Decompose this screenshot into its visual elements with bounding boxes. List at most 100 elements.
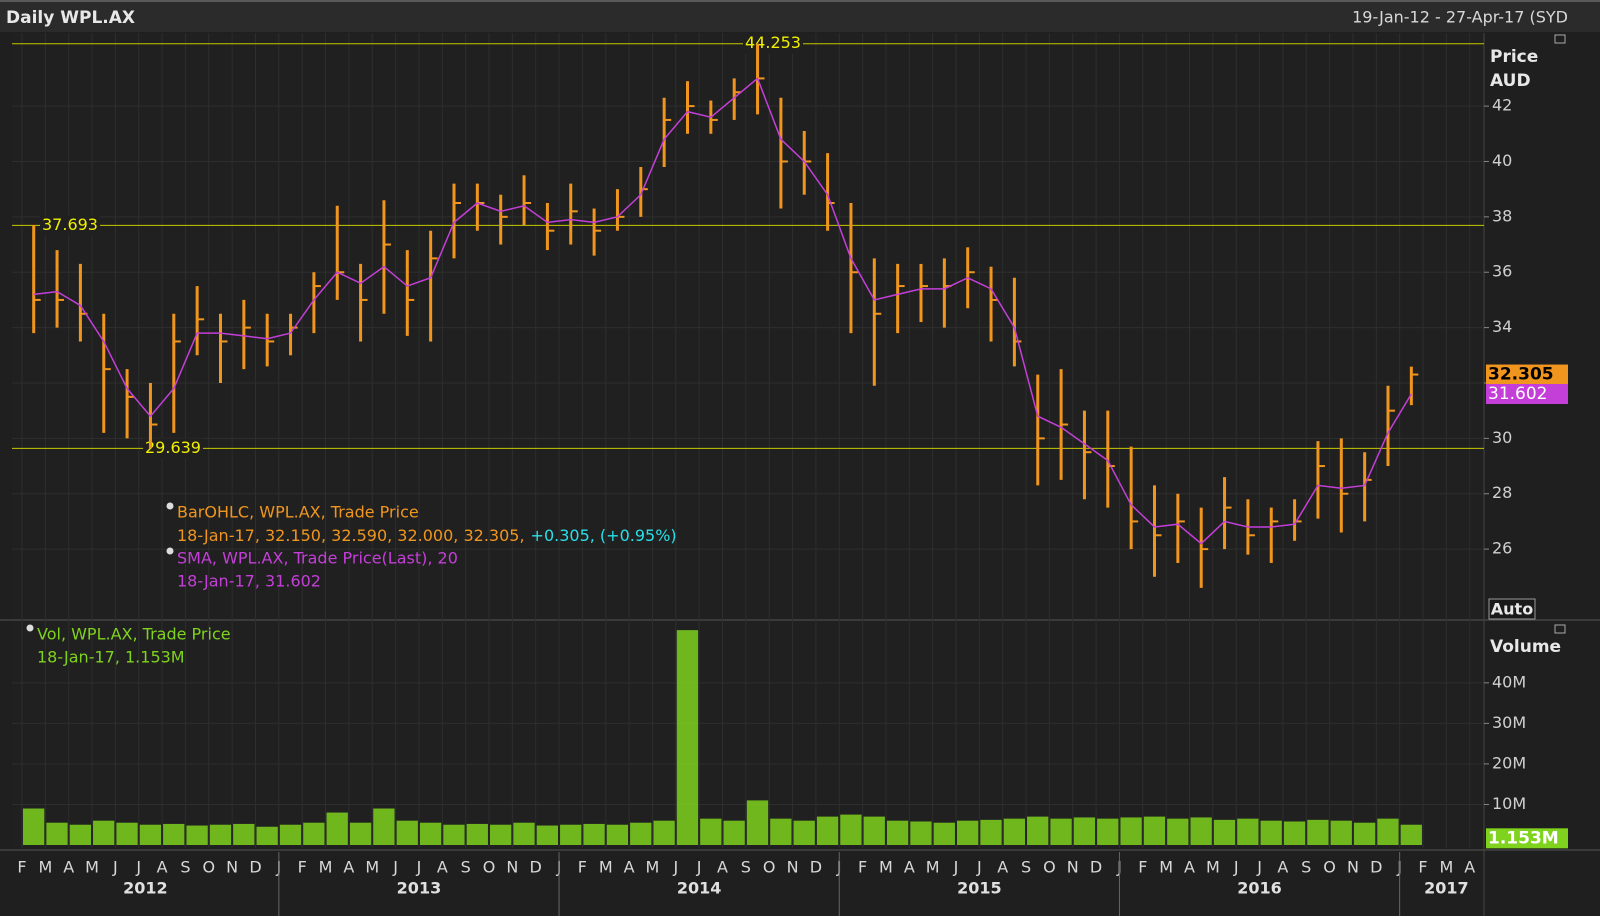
- last-value-box: [1486, 384, 1568, 405]
- x-tick-label: S: [461, 858, 471, 877]
- last-value-box: [1486, 364, 1568, 385]
- x-tick-label: A: [997, 858, 1008, 877]
- readout-values: 18-Jan-17, 32.150, 32.590, 32.000, 32.30…: [177, 526, 677, 545]
- volume-bar: [209, 824, 232, 845]
- x-tick-label: M: [646, 858, 660, 877]
- volume-bar: [1143, 816, 1166, 845]
- volume-bar: [1120, 817, 1142, 845]
- volume-bar: [1237, 818, 1259, 845]
- y-tick-label: 40: [1492, 151, 1512, 170]
- x-tick-label: J: [112, 858, 118, 877]
- readout-ohlc: 18-Jan-17, 32.150, 32.590, 32.000, 32.30…: [177, 526, 525, 545]
- volume-bar: [1213, 819, 1236, 845]
- x-tick-label: A: [63, 858, 74, 877]
- plot-area: [12, 33, 1484, 848]
- x-tick-label: A: [717, 858, 728, 877]
- year-label: 2016: [1237, 879, 1282, 898]
- volume-bar: [139, 824, 162, 845]
- x-tick-label: S: [180, 858, 190, 877]
- auto-button-label[interactable]: Auto: [1491, 600, 1533, 619]
- volume-bar: [1190, 817, 1212, 845]
- volume-bar: [980, 819, 1002, 845]
- x-tick-label: J: [135, 858, 141, 877]
- x-tick-label: N: [1067, 858, 1079, 877]
- x-tick-label: M: [1159, 858, 1173, 877]
- volume-bar: [1260, 820, 1282, 845]
- x-tick-label: J: [696, 858, 702, 877]
- x-tick-label: N: [1347, 858, 1359, 877]
- readout-dot: [166, 502, 174, 510]
- last-value-label: 31.602: [1488, 384, 1547, 404]
- level-label-bg: [40, 215, 100, 236]
- volume-bar: [700, 818, 722, 845]
- volume-bar: [1353, 822, 1376, 845]
- readout-dot: [26, 624, 34, 632]
- volume-bar: [279, 824, 302, 845]
- volume-bar: [186, 825, 208, 845]
- volume-bar: [1377, 818, 1399, 845]
- panel-toggle[interactable]: [1554, 624, 1566, 634]
- readout-values: 18-Jan-17, 1.153M: [37, 648, 185, 667]
- volume-bar: [233, 823, 255, 845]
- volume-bar: [303, 822, 325, 845]
- year-label: 2017: [1424, 879, 1469, 898]
- x-tick-label: J: [1233, 858, 1239, 877]
- x-tick-label: J: [1256, 858, 1262, 877]
- volume-bar: [560, 824, 582, 845]
- year-label: 2012: [123, 879, 168, 898]
- x-tick-label: J: [416, 858, 422, 877]
- volume-bar: [1283, 821, 1306, 845]
- readout-change: +0.305, (+0.95%): [531, 526, 677, 545]
- readout-title: SMA, WPL.AX, Trade Price(Last), 20: [177, 549, 458, 568]
- volume-bar: [349, 822, 372, 845]
- volume-bar: [886, 820, 909, 845]
- x-tick-label: D: [810, 858, 822, 877]
- volume-bar: [583, 823, 605, 845]
- y-tick-label: 42: [1492, 96, 1512, 115]
- x-tick-label: D: [1090, 858, 1102, 877]
- y-tick-label: 26: [1492, 539, 1512, 558]
- x-tick-label: M: [319, 858, 333, 877]
- x-tick-label: A: [437, 858, 448, 877]
- volume-bar: [933, 822, 955, 845]
- x-tick-label: F: [1138, 858, 1147, 877]
- x-tick-label: F: [578, 858, 587, 877]
- x-tick-label: O: [1043, 858, 1056, 877]
- year-label: 2014: [677, 879, 722, 898]
- volume-bar: [46, 822, 68, 845]
- auto-button[interactable]: [1488, 598, 1536, 620]
- x-tick-label: D: [249, 858, 261, 877]
- volume-bar: [1097, 818, 1119, 845]
- volume-bar: [69, 824, 91, 845]
- volume-bar: [490, 824, 512, 845]
- y-tick-label: 38: [1492, 206, 1512, 225]
- volume-bar: [163, 823, 185, 845]
- y-tick-label: 10M: [1492, 794, 1526, 813]
- volume-bar: [653, 820, 675, 845]
- volume-bar: [957, 820, 979, 845]
- year-label: 2015: [957, 879, 1002, 898]
- x-tick-label: M: [38, 858, 52, 877]
- axis-title: Volume: [1490, 637, 1561, 657]
- volume-bar: [1050, 818, 1072, 845]
- volume-bar: [770, 818, 792, 845]
- volume-bar: [1027, 816, 1049, 845]
- volume-bar: [840, 814, 862, 845]
- volume-bar: [93, 820, 115, 845]
- chart-title: Daily WPL.AX: [6, 8, 135, 28]
- last-value-box: [1486, 828, 1568, 849]
- panel-toggle[interactable]: [1554, 34, 1566, 44]
- x-tick-label: O: [203, 858, 216, 877]
- x-tick-label: N: [506, 858, 518, 877]
- volume-bar: [513, 822, 535, 845]
- level-label: 37.693: [42, 215, 98, 234]
- x-tick-label: S: [1021, 858, 1031, 877]
- x-tick-label: N: [226, 858, 238, 877]
- readout-values: 18-Jan-17, 31.602: [177, 572, 321, 591]
- y-tick-label: 30M: [1492, 713, 1526, 732]
- x-tick-label: D: [530, 858, 542, 877]
- y-tick-label: 20M: [1492, 753, 1526, 772]
- x-tick-label: A: [904, 858, 915, 877]
- last-value-label: 32.305: [1488, 365, 1554, 385]
